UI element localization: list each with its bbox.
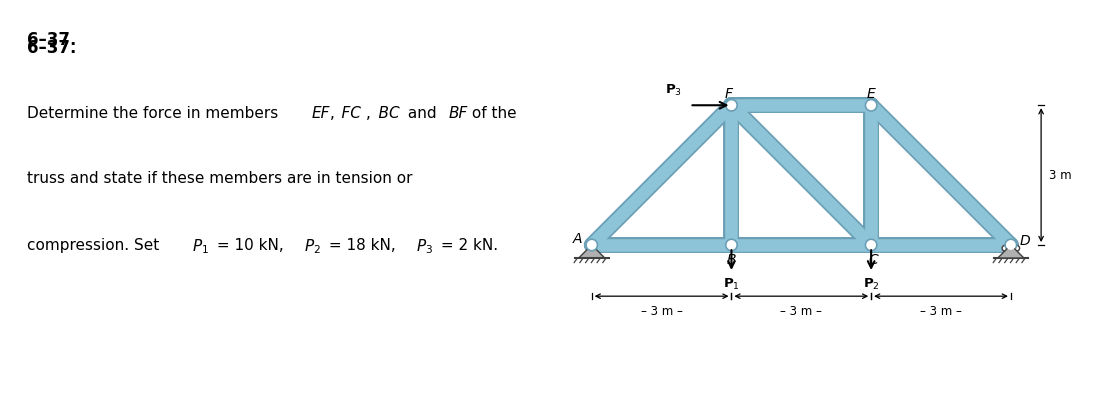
Text: – 3 m –: – 3 m –	[920, 305, 962, 318]
Text: 6–37.: 6–37.	[27, 39, 77, 57]
Text: EF: EF	[312, 106, 329, 121]
Text: ,: ,	[329, 106, 335, 121]
Text: E: E	[866, 86, 875, 101]
Text: Determine the force in members: Determine the force in members	[27, 106, 283, 121]
Text: 6–37.: 6–37.	[27, 31, 77, 50]
Circle shape	[867, 101, 875, 109]
Text: ,: ,	[367, 106, 371, 121]
Text: F: F	[725, 86, 733, 101]
Text: $P_3$: $P_3$	[416, 238, 433, 257]
Polygon shape	[579, 245, 605, 258]
Text: A: A	[573, 232, 583, 246]
Circle shape	[867, 241, 875, 249]
Text: $\mathbf{P}_1$: $\mathbf{P}_1$	[722, 277, 740, 292]
Text: BC: BC	[376, 106, 400, 121]
Text: $P_1$: $P_1$	[192, 238, 209, 257]
Circle shape	[1005, 239, 1017, 251]
Circle shape	[1002, 245, 1008, 251]
Polygon shape	[998, 245, 1023, 258]
Text: $\mathbf{P}_2$: $\mathbf{P}_2$	[863, 277, 879, 292]
Text: compression. Set: compression. Set	[27, 238, 169, 253]
Text: truss and state if these members are in tension or: truss and state if these members are in …	[27, 171, 413, 186]
Text: = 18 kN,: = 18 kN,	[324, 238, 401, 253]
Text: and: and	[403, 106, 441, 121]
Circle shape	[726, 239, 738, 251]
Text: B: B	[727, 253, 736, 267]
Circle shape	[727, 101, 736, 109]
Circle shape	[587, 241, 596, 249]
Circle shape	[865, 99, 877, 111]
Text: $P_2$: $P_2$	[304, 238, 321, 257]
Text: – 3 m –: – 3 m –	[781, 305, 822, 318]
Circle shape	[727, 241, 736, 249]
Text: FC: FC	[339, 106, 361, 121]
Circle shape	[1007, 241, 1015, 249]
Text: BF: BF	[449, 106, 468, 121]
Text: D: D	[1020, 234, 1030, 248]
Text: of the: of the	[467, 106, 517, 121]
Text: C: C	[869, 253, 878, 267]
Circle shape	[726, 99, 738, 111]
Text: = 10 kN,: = 10 kN,	[212, 238, 289, 253]
Text: – 3 m –: – 3 m –	[640, 305, 683, 318]
Circle shape	[865, 239, 877, 251]
Circle shape	[586, 239, 597, 251]
Text: $\mathbf{P}_3$: $\mathbf{P}_3$	[664, 83, 682, 98]
Text: = 2 kN.: = 2 kN.	[436, 238, 498, 253]
Circle shape	[1013, 245, 1020, 251]
Text: 3 m: 3 m	[1050, 169, 1072, 182]
